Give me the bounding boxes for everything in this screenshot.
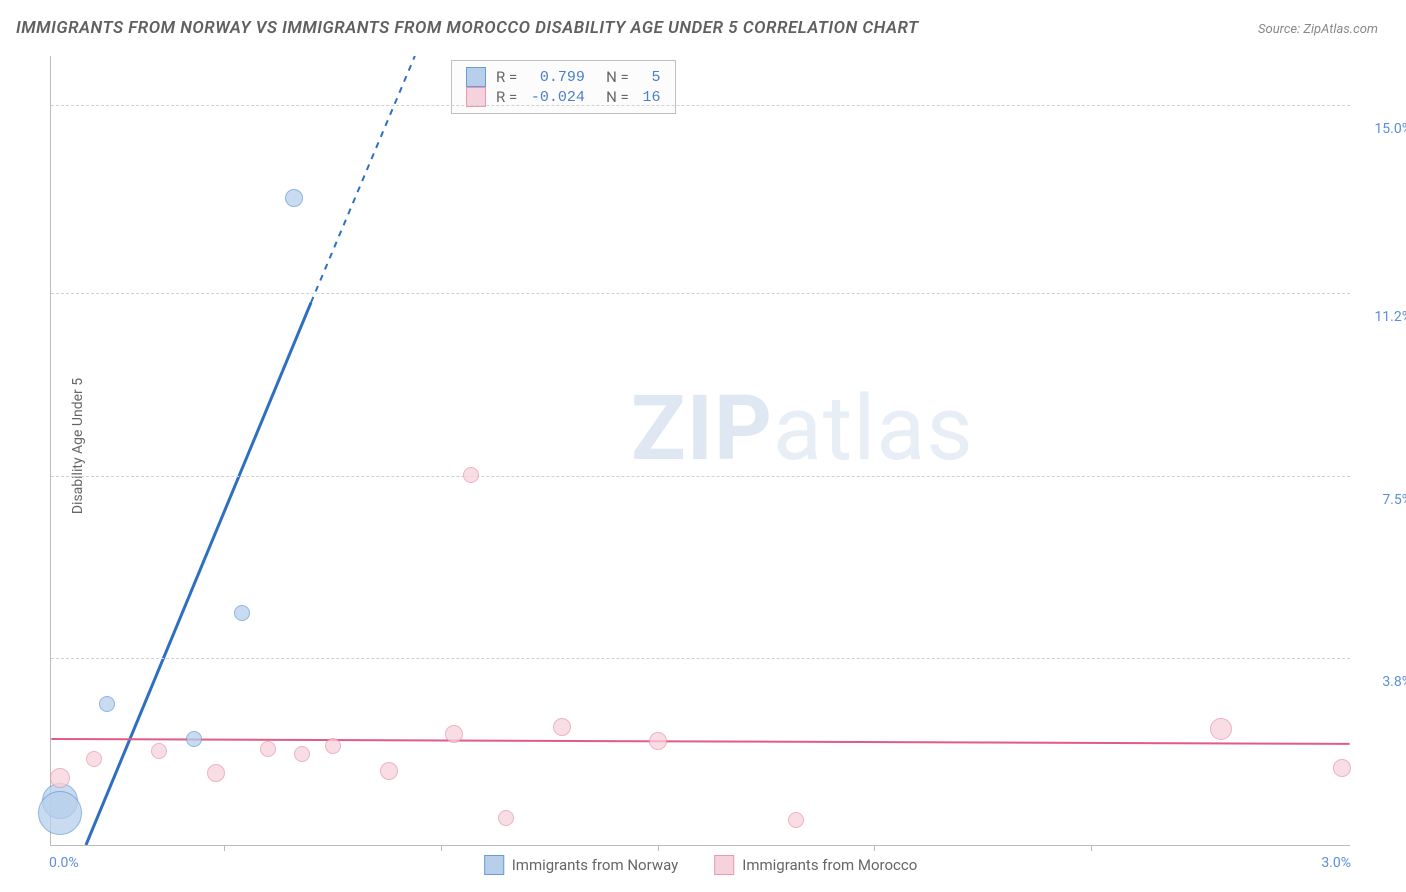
swatch-icon (466, 67, 486, 87)
legend-item-morocco: Immigrants from Morocco (714, 855, 917, 875)
gridline (51, 476, 1350, 477)
x-tick-label: 0.0% (49, 855, 79, 871)
data-point-morocco (207, 764, 225, 782)
data-point-morocco (463, 467, 479, 483)
data-point-morocco (1210, 718, 1232, 740)
y-tick-label: 11.2% (1356, 309, 1406, 325)
legend-label: Immigrants from Morocco (742, 856, 917, 874)
data-point-morocco (649, 732, 667, 750)
x-tick (1091, 845, 1092, 851)
y-tick-label: 3.8% (1356, 674, 1406, 690)
source-attribution: Source: ZipAtlas.com (1258, 22, 1378, 37)
chart-title: IMMIGRANTS FROM NORWAY VS IMMIGRANTS FRO… (16, 18, 919, 38)
data-point-norway (38, 791, 82, 835)
data-point-morocco (294, 746, 310, 762)
data-point-norway (99, 696, 115, 712)
x-tick (874, 845, 875, 851)
y-tick-label: 15.0% (1356, 121, 1406, 137)
gridline (51, 658, 1350, 659)
x-tick-label: 3.0% (1321, 855, 1351, 871)
series-legend: Immigrants from Norway Immigrants from M… (484, 855, 918, 875)
legend-label: Immigrants from Norway (512, 856, 679, 874)
data-point-morocco (50, 768, 70, 788)
data-point-morocco (151, 743, 167, 759)
gridline (51, 293, 1350, 294)
data-point-norway (234, 605, 250, 621)
y-tick-label: 7.5% (1356, 492, 1406, 508)
data-point-morocco (553, 718, 571, 736)
trend-lines (51, 56, 1350, 845)
legend-item-norway: Immigrants from Norway (484, 855, 679, 875)
data-point-morocco (1333, 759, 1351, 777)
data-point-morocco (325, 738, 341, 754)
data-point-norway (186, 731, 202, 747)
data-point-morocco (788, 812, 804, 828)
gridline (51, 105, 1350, 106)
x-tick (224, 845, 225, 851)
data-point-morocco (445, 725, 463, 743)
plot-area: ZIPatlas R = 0.799 N = 5R = -0.024 N = 1… (50, 56, 1350, 846)
data-point-norway (285, 189, 303, 207)
x-tick (441, 845, 442, 851)
swatch-icon (484, 855, 504, 875)
swatch-icon (466, 87, 486, 107)
data-point-morocco (498, 810, 514, 826)
watermark: ZIPatlas (631, 376, 974, 481)
data-point-morocco (260, 741, 276, 757)
data-point-morocco (380, 762, 398, 780)
legend-stat-row-morocco: R = -0.024 N = 16 (466, 87, 661, 107)
legend-stat-row-norway: R = 0.799 N = 5 (466, 67, 661, 87)
data-point-morocco (86, 751, 102, 767)
x-tick (658, 845, 659, 851)
swatch-icon (714, 855, 734, 875)
